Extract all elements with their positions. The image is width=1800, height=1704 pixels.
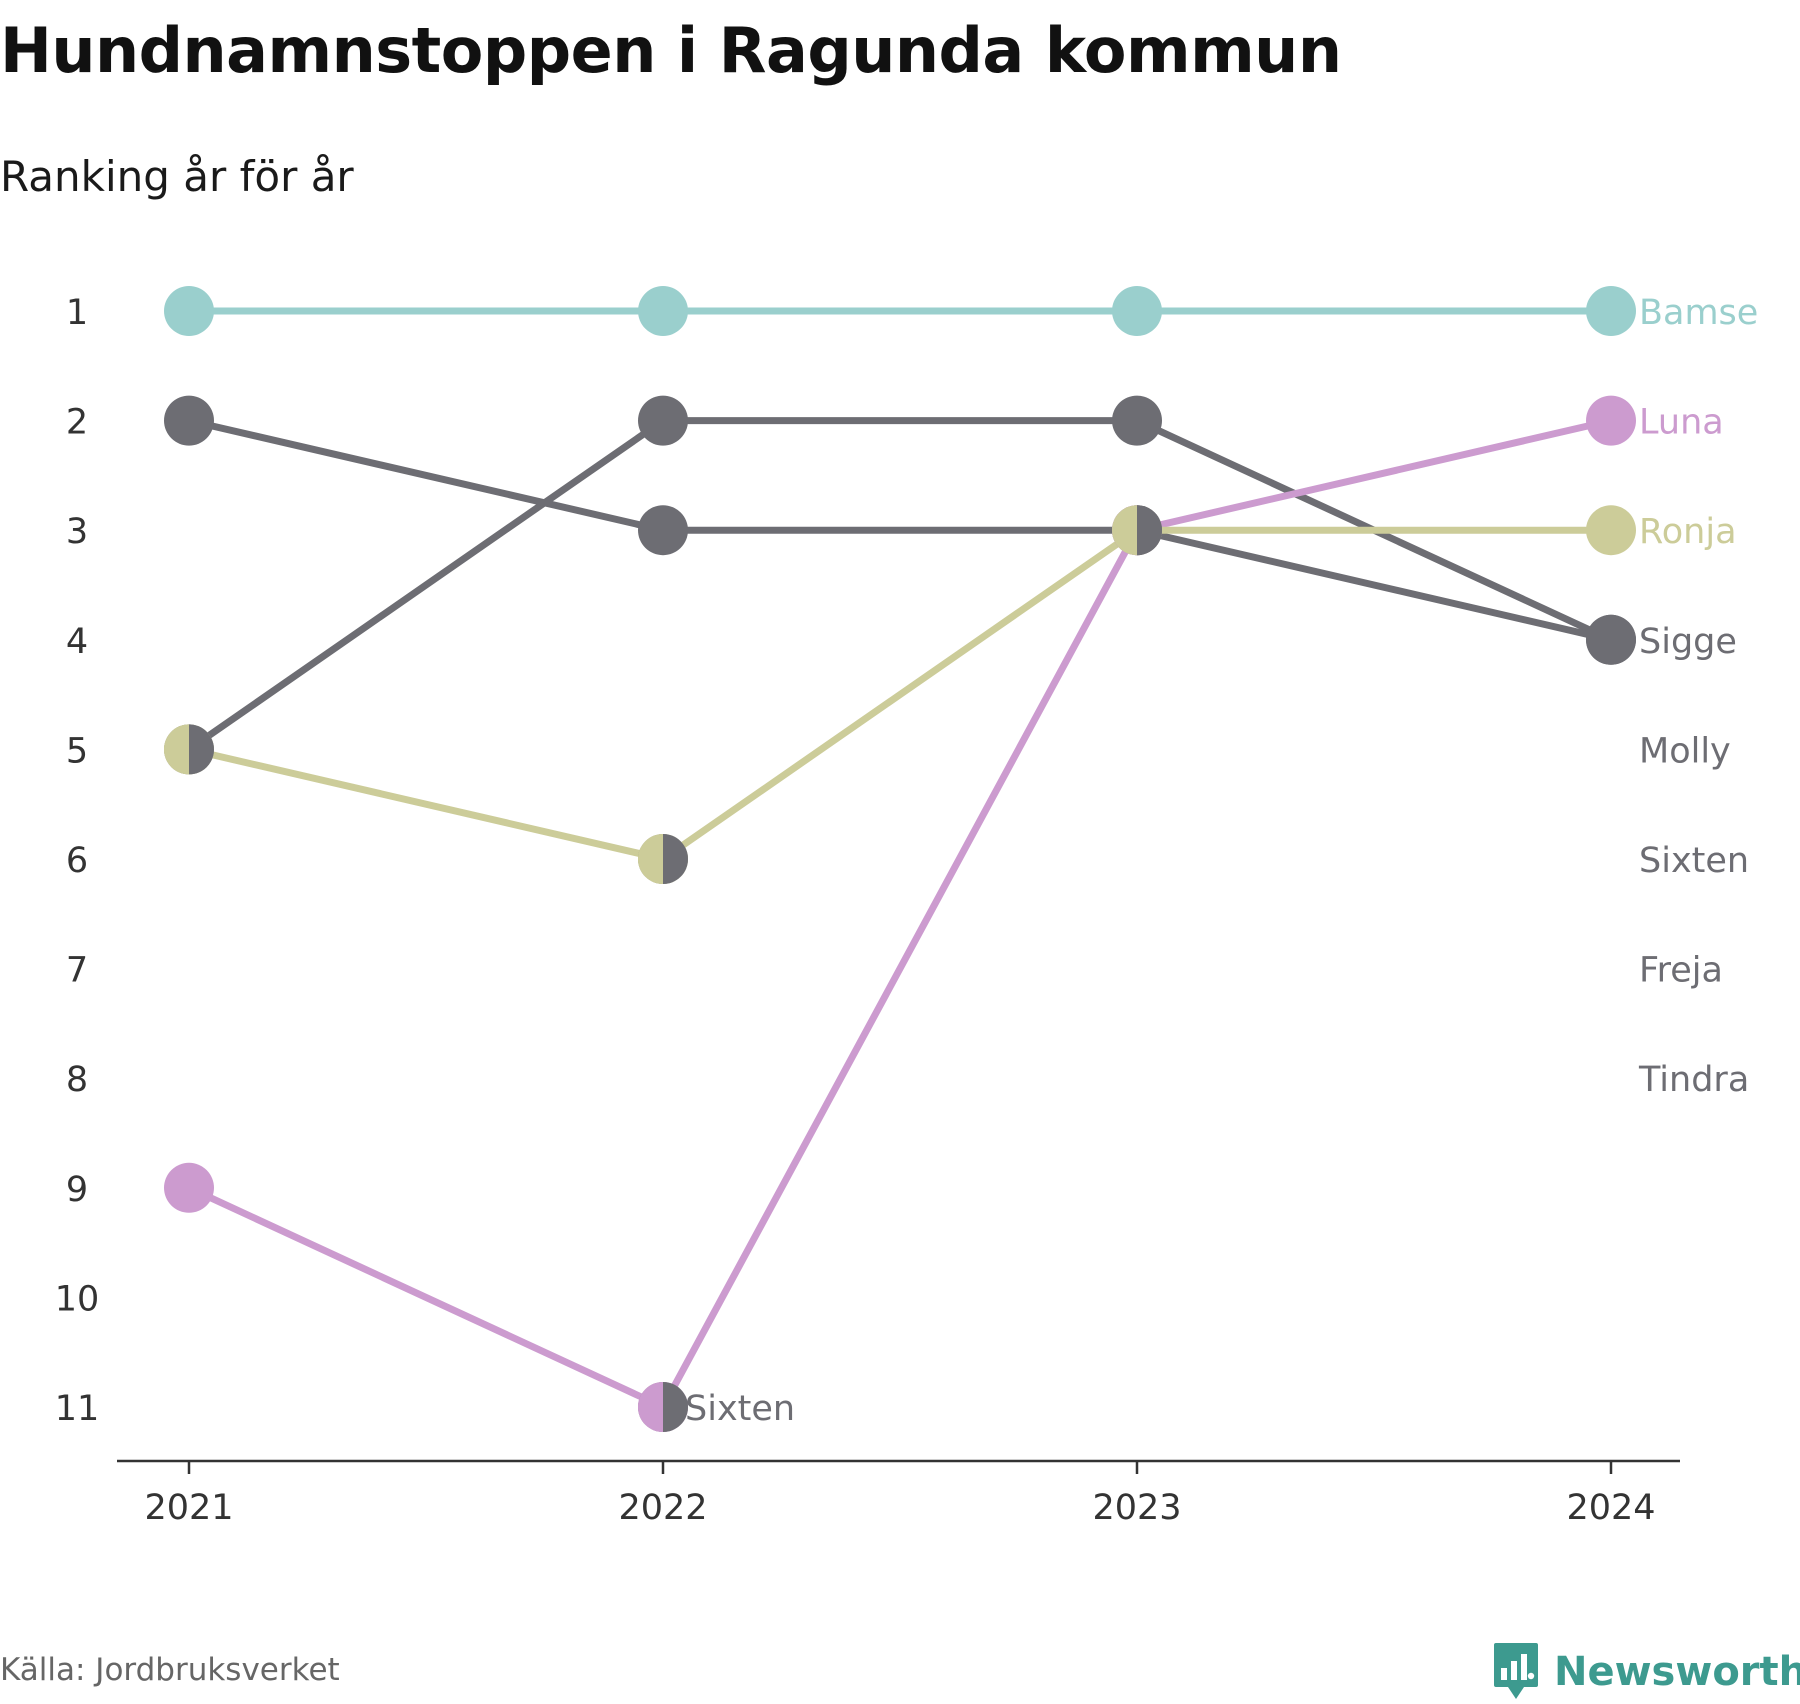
annotation-sixten: Sixten [685, 1389, 795, 1429]
point-molly-2024[interactable] [1586, 614, 1636, 665]
series-line-molly [1133, 526, 1615, 644]
end-label-ronja: Ronja [1639, 512, 1737, 552]
split-marker-left-ronja [164, 724, 189, 775]
y-tick-label-3: 3 [66, 512, 88, 552]
end-label-luna: Luna [1639, 403, 1724, 443]
split-marker-right-sixten [663, 1382, 688, 1432]
series-line-ronja [185, 745, 667, 863]
newsworthy-logo-text: Newsworthy [1554, 1649, 1800, 1695]
split-marker-left-ronja [1112, 505, 1137, 556]
y-tick-label-8: 8 [66, 1060, 88, 1100]
series-line-luna [1133, 417, 1615, 534]
x-tick-label-2022: 2022 [618, 1488, 707, 1528]
end-label-sigge: Sigge [1639, 622, 1737, 662]
y-tick-label-7: 7 [66, 951, 88, 991]
y-tick-label-2: 2 [66, 403, 88, 443]
series-line-sigge [185, 417, 667, 753]
point-bamse-2023[interactable] [1112, 286, 1162, 336]
x-tick-label-2024: 2024 [1566, 1488, 1655, 1528]
x-tick-label-2021: 2021 [144, 1488, 233, 1528]
y-tick-label-4: 4 [66, 622, 88, 662]
point-bamse-2021[interactable] [164, 286, 214, 336]
point-sigge-2023[interactable] [1112, 395, 1162, 446]
end-label-freja: Freja [1639, 951, 1723, 991]
point-luna-2024[interactable] [1586, 395, 1636, 446]
split-marker-left-luna [638, 1382, 663, 1432]
x-tick-label-2023: 2023 [1092, 1488, 1181, 1528]
newsworthy-logo-icon [1494, 1643, 1538, 1699]
y-tick-label-11: 11 [55, 1389, 100, 1429]
end-label-tindra: Tindra [1638, 1060, 1749, 1100]
y-tick-label-1: 1 [66, 293, 88, 333]
chart-subtitle: Ranking år för år [0, 152, 354, 201]
y-tick-label-9: 9 [66, 1170, 88, 1210]
point-sigge-2022[interactable] [638, 395, 688, 446]
split-marker-right-freja [663, 834, 688, 884]
end-label-bamse: Bamse [1639, 293, 1758, 333]
y-tick-label-10: 10 [55, 1279, 100, 1319]
point-bamse-2022[interactable] [638, 286, 688, 336]
series-line-luna [185, 1184, 667, 1411]
point-molly-2022[interactable] [638, 505, 688, 556]
point-ronja-2024[interactable] [1586, 505, 1636, 556]
chart-title: Hundnamnstoppen i Ragunda kommun [0, 14, 1342, 87]
newsworthy-logo[interactable]: Newsworthy [1492, 1640, 1800, 1704]
point-bamse-2024[interactable] [1586, 286, 1636, 336]
split-marker-left-ronja [638, 834, 663, 884]
point-luna-2021[interactable] [164, 1162, 214, 1213]
series-line-luna [659, 526, 1141, 1411]
source-note: Källa: Jordbruksverket [0, 1652, 340, 1688]
end-label-molly: Molly [1639, 731, 1731, 771]
y-tick-label-6: 6 [66, 841, 88, 881]
split-marker-right-molly [1137, 505, 1162, 556]
y-tick-label-5: 5 [66, 731, 88, 771]
split-marker-right-sigge [189, 724, 214, 775]
series-line-molly [185, 417, 667, 534]
series-line-ronja [659, 526, 1141, 863]
point-molly-2021[interactable] [164, 395, 214, 446]
end-label-sixten: Sixten [1639, 841, 1749, 881]
